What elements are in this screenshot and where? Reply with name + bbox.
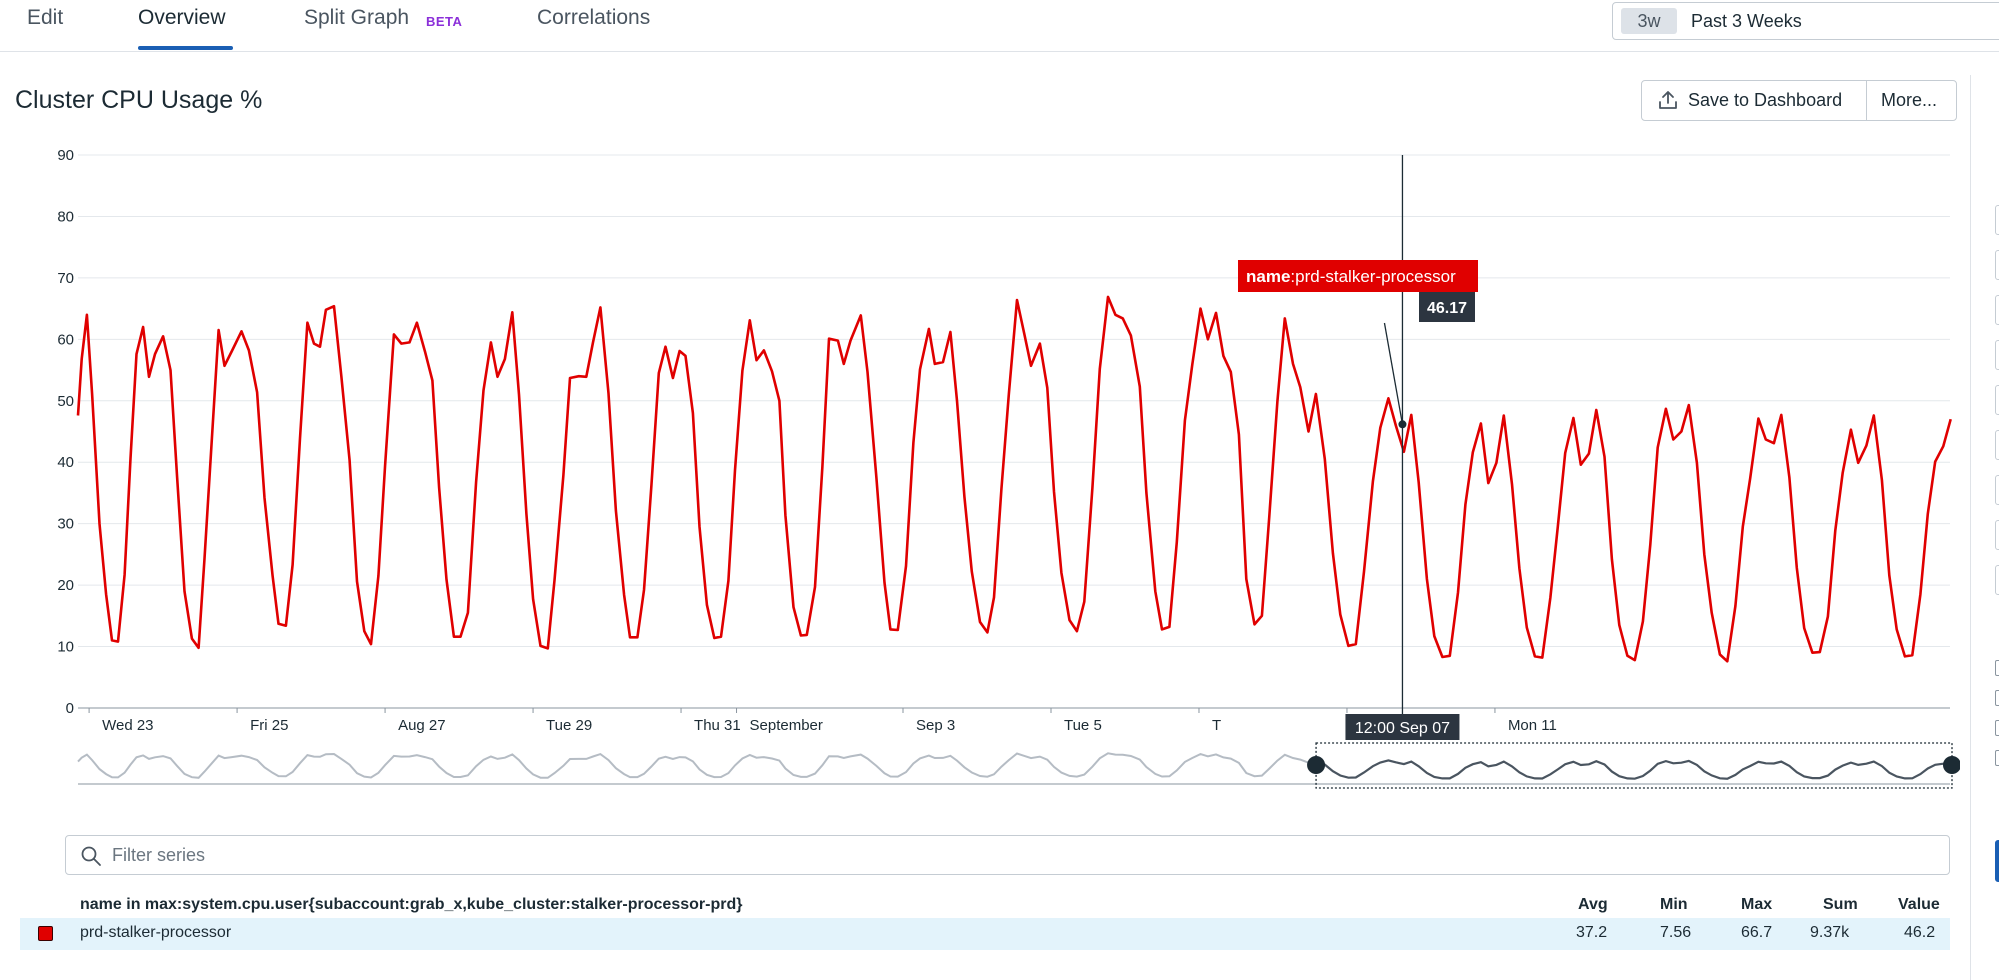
y-tick-label: 0 <box>66 700 74 717</box>
y-tick-label: 50 <box>57 393 74 410</box>
legend-sum-value: 9.37k <box>1810 924 1850 941</box>
legend-col-max[interactable]: Max <box>1741 896 1773 913</box>
x-tick-label: Mon 11 <box>1508 717 1557 734</box>
minimap-brush <box>1315 742 1953 789</box>
y-tick-label: 70 <box>57 270 74 287</box>
tooltip-key: name <box>1246 267 1290 286</box>
minimap-line-unselected <box>77 752 1317 779</box>
legend-col-sum[interactable]: Sum <box>1823 896 1858 913</box>
tooltip-value-text: 46.17 <box>1427 300 1467 317</box>
legend-col-avg[interactable]: Avg <box>1578 896 1608 913</box>
side-panel-field[interactable] <box>1995 250 1999 280</box>
tab-overview[interactable]: Overview <box>138 6 226 29</box>
legend-series-name: prd-stalker-processor <box>80 924 232 941</box>
y-tick-label: 90 <box>57 147 74 164</box>
series-line[interactable] <box>76 295 1952 663</box>
timeseries-chart[interactable]: 0 10 20 30 40 50 60 70 80 90 Wed 23 Fri 25 Aug 27 Tu… <box>0 140 1960 800</box>
upload-icon <box>1659 91 1677 109</box>
more-label: More... <box>1881 90 1938 110</box>
minimap-brush-handle-left <box>1307 756 1326 774</box>
side-panel-field[interactable] <box>1995 295 1999 325</box>
legend-current-value: 46.2 <box>1904 924 1936 941</box>
tab-bar: Edit Overview Split Graph BETA Correlati… <box>0 0 1999 52</box>
widget-actions: Save to Dashboard More... <box>1641 80 1957 121</box>
x-tick-label: T <box>1212 717 1221 734</box>
x-tick-label: Fri 25 <box>250 717 288 734</box>
minimap-brush-handle-right <box>1943 756 1960 774</box>
crosshair-time-tag <box>1345 714 1460 740</box>
y-tick-label: 80 <box>57 208 74 225</box>
filter-series-input[interactable] <box>112 842 1912 868</box>
tooltip-pointer <box>1383 322 1404 425</box>
tab-correlations[interactable]: Correlations <box>537 6 651 29</box>
side-panel-field[interactable] <box>1995 475 1999 505</box>
time-range-label: Past 3 Weeks <box>1691 11 1802 31</box>
legend-col-min[interactable]: Min <box>1660 896 1688 913</box>
series-color-swatch[interactable] <box>38 926 53 941</box>
side-panel-field[interactable] <box>1995 205 1999 235</box>
hover-point <box>1398 420 1407 429</box>
widget-title: Cluster CPU Usage % <box>15 86 263 114</box>
side-panel-checkbox[interactable] <box>1995 660 1999 676</box>
filter-series-field[interactable] <box>65 835 1950 875</box>
time-range-badge: 3w <box>1621 8 1677 34</box>
side-panel-field[interactable] <box>1995 430 1999 460</box>
legend-max-value: 66.7 <box>1741 924 1773 941</box>
x-tick-label: Tue 29 <box>546 717 592 734</box>
y-tick-label: 60 <box>57 331 74 348</box>
x-tick-label: Sep 3 <box>916 717 955 734</box>
tooltip-name-text: name:prd-stalker-processor <box>1246 267 1456 286</box>
y-tick-label: 30 <box>57 516 74 533</box>
x-tick-label: Thu 31 <box>694 717 741 734</box>
side-panel-primary-button[interactable] <box>1995 840 1999 882</box>
y-tick-label: 40 <box>57 454 74 471</box>
time-range-picker[interactable]: 3w Past 3 Weeks <box>1612 2 1999 40</box>
y-axis-ticks: 0 10 20 30 40 50 60 70 80 90 <box>57 147 74 717</box>
tooltip-value: :prd-stalker-processor <box>1290 267 1456 286</box>
x-axis-ticks: Wed 23 Fri 25 Aug 27 Tue 29 Thu 31 September S… <box>88 708 1557 734</box>
tab-edit[interactable]: Edit <box>27 6 64 29</box>
minimap-line-selected <box>1315 759 1951 780</box>
save-to-dashboard-button[interactable]: Save to Dashboard <box>1642 81 1867 120</box>
side-panel-checkbox[interactable] <box>1995 720 1999 736</box>
side-panel <box>1970 75 1999 980</box>
tooltip-name-tag <box>1238 260 1478 292</box>
legend-avg-value: 37.2 <box>1576 924 1608 941</box>
side-panel-field[interactable] <box>1995 340 1999 370</box>
legend-min-value: 7.56 <box>1660 924 1692 941</box>
side-panel-field[interactable] <box>1995 385 1999 415</box>
side-panel-field[interactable] <box>1995 520 1999 550</box>
side-panel-field[interactable] <box>1995 565 1999 595</box>
active-tab-indicator <box>138 46 233 50</box>
chart-grid <box>78 154 1950 709</box>
legend-query-header: name in max:system.cpu.user{subaccount:g… <box>80 896 743 913</box>
x-tick-label: Wed 23 <box>102 717 153 734</box>
legend-row[interactable] <box>20 918 1950 950</box>
x-tick-label: September <box>750 717 823 734</box>
tooltip-value-tag <box>1419 292 1475 322</box>
save-to-dashboard-label: Save to Dashboard <box>1688 90 1843 110</box>
x-tick-label: Aug 27 <box>398 717 446 734</box>
search-icon <box>81 846 101 866</box>
crosshair-time-text: 12:00 Sep 07 <box>1355 720 1450 737</box>
x-tick-label: Tue 5 <box>1064 717 1102 734</box>
y-tick-label: 20 <box>57 577 74 594</box>
hover-crosshair: name:prd-stalker-processor 46.17 12:00 Sep… <box>1238 155 1478 740</box>
more-button[interactable]: More... <box>1867 81 1957 120</box>
side-panel-checkbox[interactable] <box>1995 750 1999 766</box>
tab-split-graph[interactable]: Split Graph <box>304 6 410 29</box>
range-minimap[interactable] <box>77 742 1960 789</box>
y-tick-label: 10 <box>57 639 74 656</box>
side-panel-checkbox[interactable] <box>1995 690 1999 706</box>
beta-badge: BETA <box>426 14 463 29</box>
legend-col-value[interactable]: Value <box>1898 896 1940 913</box>
